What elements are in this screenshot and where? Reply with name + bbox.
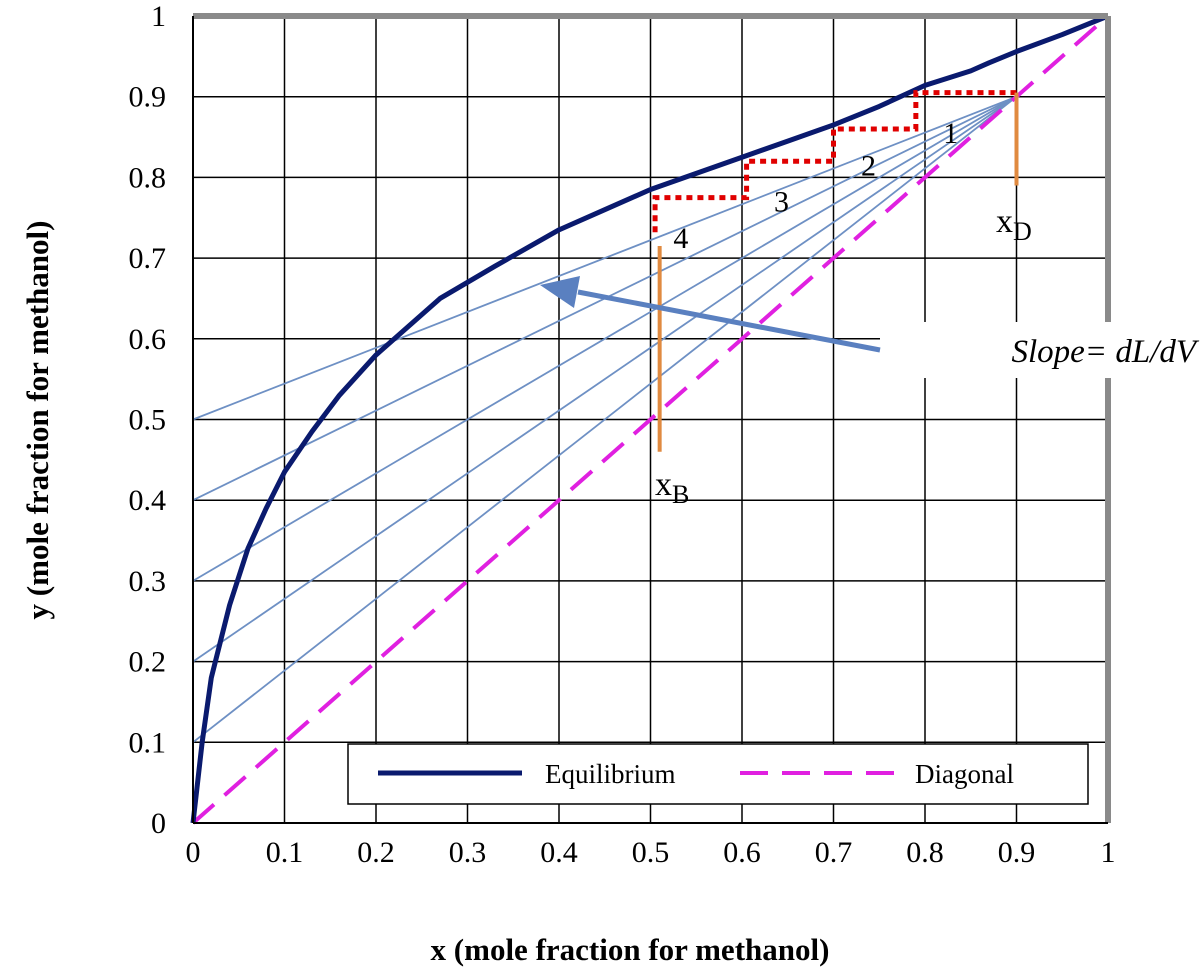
x-tick-labels: 0 0.1 0.2 0.3 0.4 0.5 0.6 0.7 0.8 0.9 1 — [186, 836, 1116, 869]
x-tick-label: 0.3 — [449, 836, 487, 869]
x-tick-label: 0 — [186, 836, 201, 869]
composition-markers — [657, 92, 1019, 452]
x-tick-label: 1 — [1101, 836, 1116, 869]
xd-label: xD — [996, 203, 1032, 246]
slope-arrow-head — [540, 276, 580, 308]
stage-labels: 1 2 3 4 — [673, 117, 958, 255]
y-tick-label: 0.2 — [129, 646, 167, 679]
stage-label: 2 — [861, 149, 876, 182]
x-tick-label: 0.9 — [998, 836, 1036, 869]
x-tick-label: 0.4 — [540, 836, 578, 869]
stage-label: 4 — [673, 222, 688, 255]
y-tick-label: 0.8 — [129, 161, 167, 194]
diagonal-line — [191, 14, 1110, 825]
x-tick-label: 0.6 — [723, 836, 761, 869]
slope-label: Slope= dL/dV — [1011, 334, 1199, 370]
legend: Equilibrium Diagonal — [347, 743, 1089, 805]
y-tick-label: 0.7 — [129, 242, 167, 275]
slope-arrow-shaft — [577, 289, 881, 353]
y-tick-label: 0.3 — [129, 565, 167, 598]
operating-line — [192, 95, 1018, 663]
y-tick-label: 0 — [151, 807, 166, 840]
xb-label-main: x — [655, 466, 672, 503]
x-axis-title: x (mole fraction for methanol) — [431, 932, 830, 967]
y-tick-label: 1 — [151, 0, 166, 33]
y-tick-label: 0.9 — [129, 81, 167, 114]
x-tick-label: 0.1 — [266, 836, 304, 869]
slope-label-box — [880, 322, 1200, 378]
legend-equilibrium-label: Equilibrium — [545, 759, 676, 789]
x-tick-label: 0.2 — [357, 836, 395, 869]
xb-label-sub: B — [672, 480, 689, 509]
xd-label-sub: D — [1013, 217, 1032, 246]
xb-label: xB — [655, 466, 689, 509]
y-axis-title: y (mole fraction for methanol) — [20, 221, 55, 620]
stage-label: 1 — [943, 117, 958, 150]
x-tick-label: 0.7 — [815, 836, 853, 869]
legend-diagonal-label: Diagonal — [915, 759, 1014, 789]
x-tick-label: 0.5 — [632, 836, 670, 869]
operating-line — [192, 95, 1017, 421]
y-tick-label: 0.6 — [129, 323, 167, 356]
grid-lines — [193, 16, 1108, 823]
operating-line — [192, 95, 1017, 582]
y-tick-label: 0.5 — [129, 404, 167, 437]
operating-line — [192, 95, 1018, 744]
y-tick-label: 0.1 — [129, 726, 167, 759]
y-tick-label: 0.4 — [129, 484, 167, 517]
stage-steps — [652, 90, 1017, 234]
equilibrium-curve — [190, 13, 1109, 824]
stage-label: 3 — [774, 186, 789, 219]
xd-label-main: x — [996, 203, 1013, 240]
x-tick-label: 0.8 — [906, 836, 944, 869]
y-tick-labels: 0 0.1 0.2 0.3 0.4 0.5 0.6 0.7 0.8 0.9 1 — [129, 0, 167, 840]
